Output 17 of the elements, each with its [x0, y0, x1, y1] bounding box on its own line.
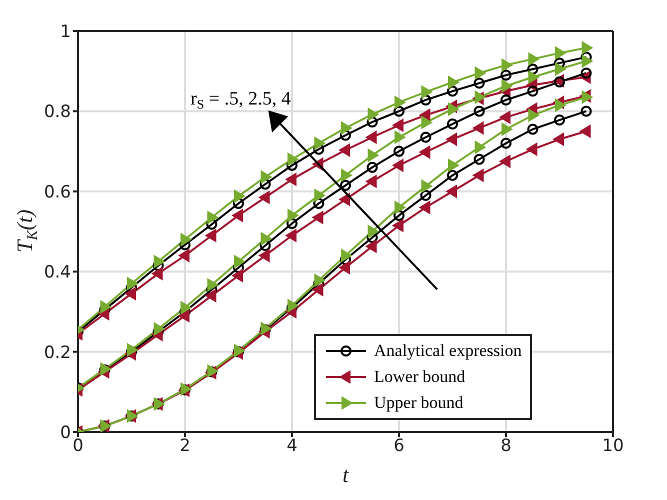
x-tick-label: 4: [286, 436, 298, 456]
x-tick-label: 2: [180, 436, 190, 456]
y-tick-label: 1: [60, 22, 71, 42]
x-tick-label: 0: [72, 436, 84, 456]
y-tick-label: 0.2: [44, 342, 71, 363]
x-tick-label: 6: [394, 436, 404, 456]
y-tick-label: 0.6: [44, 182, 71, 202]
y-tick-label: 0.4: [44, 262, 71, 283]
legend-label: Lower bound: [374, 367, 466, 387]
x-tick-label: 8: [500, 436, 512, 456]
y-tick-label: 0: [60, 423, 71, 444]
legend-label: Upper bound: [374, 393, 464, 413]
x-axis-title: t: [342, 462, 350, 487]
legend-label: Analytical expression: [374, 341, 522, 361]
y-tick-label: 0.8: [44, 102, 71, 122]
x-tick-label: 10: [602, 436, 624, 456]
annotation: r$_{S}$ = .5, 2.5, 4: [190, 88, 292, 112]
